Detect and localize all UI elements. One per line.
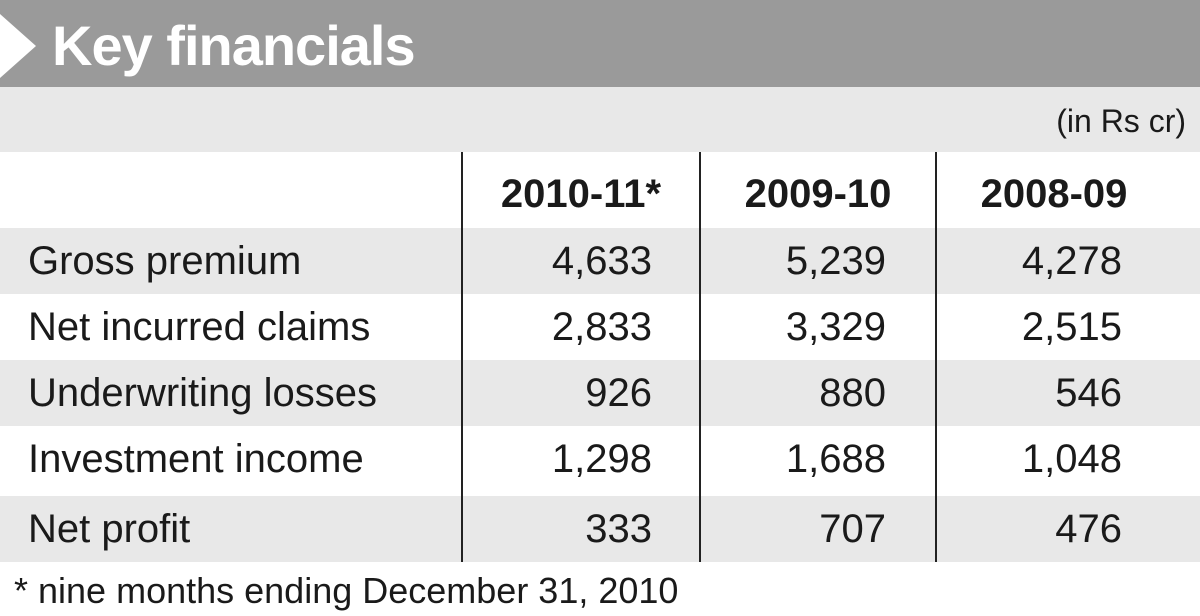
title-bar: Key financials xyxy=(0,0,1200,87)
table-cell: 476 xyxy=(1055,507,1122,551)
table-cell: 546 xyxy=(1055,371,1122,415)
table-row: Gross premium 4,633 5,239 4,278 xyxy=(0,228,1200,294)
table-row: Investment income 1,298 1,688 1,048 xyxy=(0,426,1200,492)
table-cell: 1,048 xyxy=(1021,437,1122,481)
row-label: Net profit xyxy=(28,507,191,551)
row-label: Investment income xyxy=(28,437,364,481)
table-header-row: 2010-11* 2009-10 2008-09 xyxy=(0,152,1200,228)
table-cell: 707 xyxy=(819,507,886,551)
table-cell: 4,278 xyxy=(1021,239,1122,283)
table-cell: 4,633 xyxy=(551,239,652,283)
table-cell: 333 xyxy=(585,507,652,551)
column-divider xyxy=(935,152,937,562)
page-title: Key financials xyxy=(52,14,416,77)
table-cell: 880 xyxy=(819,371,886,415)
footnote: * nine months ending December 31, 2010 xyxy=(14,570,679,611)
column-header: 2010-11* xyxy=(500,172,662,216)
table-cell: 2,833 xyxy=(551,305,652,349)
table-cell: 1,688 xyxy=(785,437,886,481)
table-cell: 1,298 xyxy=(551,437,652,481)
unit-band xyxy=(0,87,1200,152)
column-header: 2008-09 xyxy=(980,172,1128,216)
unit-note: (in Rs cr) xyxy=(1056,103,1186,139)
row-label: Net incurred claims xyxy=(28,305,371,349)
column-divider xyxy=(699,152,701,562)
table-cell: 3,329 xyxy=(785,305,886,349)
table-cell: 926 xyxy=(585,371,652,415)
table-row: Underwriting losses 926 880 546 xyxy=(0,360,1200,426)
row-label: Gross premium xyxy=(28,239,302,283)
column-header: 2009-10 xyxy=(744,172,892,216)
row-label: Underwriting losses xyxy=(28,371,378,415)
table-cell: 5,239 xyxy=(785,239,886,283)
column-divider xyxy=(461,152,463,562)
arrow-icon xyxy=(0,14,36,78)
table-row: Net incurred claims 2,833 3,329 2,515 xyxy=(0,294,1200,360)
table-cell: 2,515 xyxy=(1021,305,1122,349)
table-row: Net profit 333 707 476 xyxy=(0,496,1200,562)
